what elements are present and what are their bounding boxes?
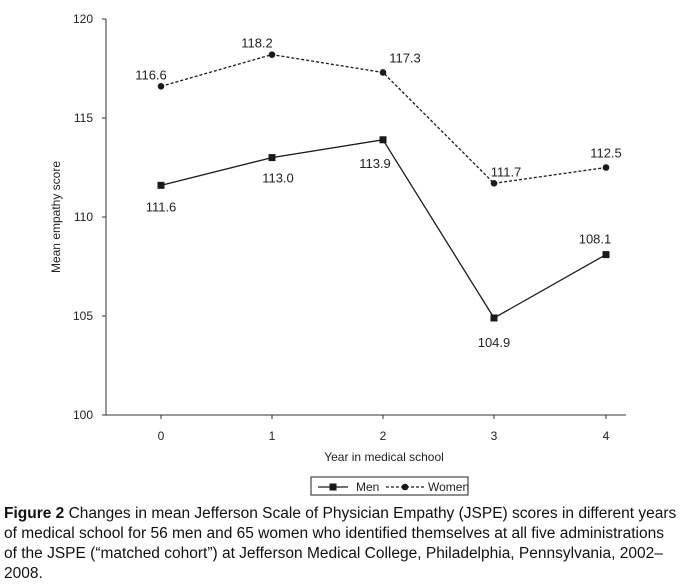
x-tick-label: 3 (491, 429, 498, 443)
data-point-men (268, 154, 276, 162)
data-point-women (268, 51, 276, 58)
y-axis-title: Mean empathy score (49, 161, 63, 273)
data-label-men: 113.9 (359, 156, 391, 171)
y-tick-label: 115 (74, 111, 93, 125)
data-label-men: 104.9 (478, 335, 511, 350)
data-label-women: 112.5 (590, 146, 622, 161)
legend-label-women: Women (428, 480, 469, 494)
data-label-men: 108.1 (579, 232, 612, 247)
y-tick-label: 110 (74, 210, 93, 224)
series-layer: 111.6 113.0 113.9 104.9 108.1 116.6 118.2 117.3… (135, 36, 622, 350)
data-label-women: 118.2 (241, 36, 273, 51)
series-men: 111.6 113.0 113.9 104.9 108.1 (146, 136, 612, 350)
data-point-women (157, 83, 165, 90)
legend-box (310, 476, 469, 496)
x-tick-label: 0 (158, 429, 165, 443)
x-tick-label: 4 (603, 429, 610, 443)
legend: Men Women (310, 476, 469, 496)
x-axis-title: Year in medical school (324, 450, 444, 464)
legend-marker-women (401, 483, 409, 491)
data-label-women: 116.6 (135, 67, 167, 82)
figure-caption: Figure 2 Changes in mean Jefferson Scale… (4, 504, 680, 584)
legend-label-men: Men (356, 480, 379, 494)
y-axis-ticks: 100 105 110 115 120 (73, 12, 106, 422)
caption-lead: Figure 2 (4, 505, 65, 522)
data-point-men (379, 136, 387, 144)
series-women: 116.6 118.2 117.3 111.7 112.5 (135, 36, 622, 187)
data-point-men (602, 251, 610, 259)
x-axis-ticks: 0 1 2 3 4 (158, 415, 610, 443)
data-point-women (490, 180, 498, 187)
data-point-men (157, 181, 165, 189)
axes (105, 19, 626, 416)
data-label-men: 111.6 (146, 199, 177, 214)
data-label-men: 113.0 (262, 171, 294, 186)
y-tick-label: 105 (73, 309, 93, 323)
data-label-women: 111.7 (491, 164, 522, 179)
caption-text: Changes in mean Jefferson Scale of Physi… (4, 505, 677, 582)
data-point-women (602, 164, 610, 171)
data-point-women (379, 69, 387, 76)
data-label-women: 117.3 (389, 50, 421, 65)
line-chart: 100 105 110 115 120 0 1 2 3 4 Mean empathy score… (49, 12, 626, 496)
y-tick-label: 100 (73, 408, 93, 422)
legend-marker-men (329, 483, 337, 491)
x-tick-label: 2 (380, 429, 387, 443)
y-tick-label: 120 (73, 12, 93, 26)
x-tick-label: 1 (269, 429, 276, 443)
data-point-men (490, 314, 498, 322)
